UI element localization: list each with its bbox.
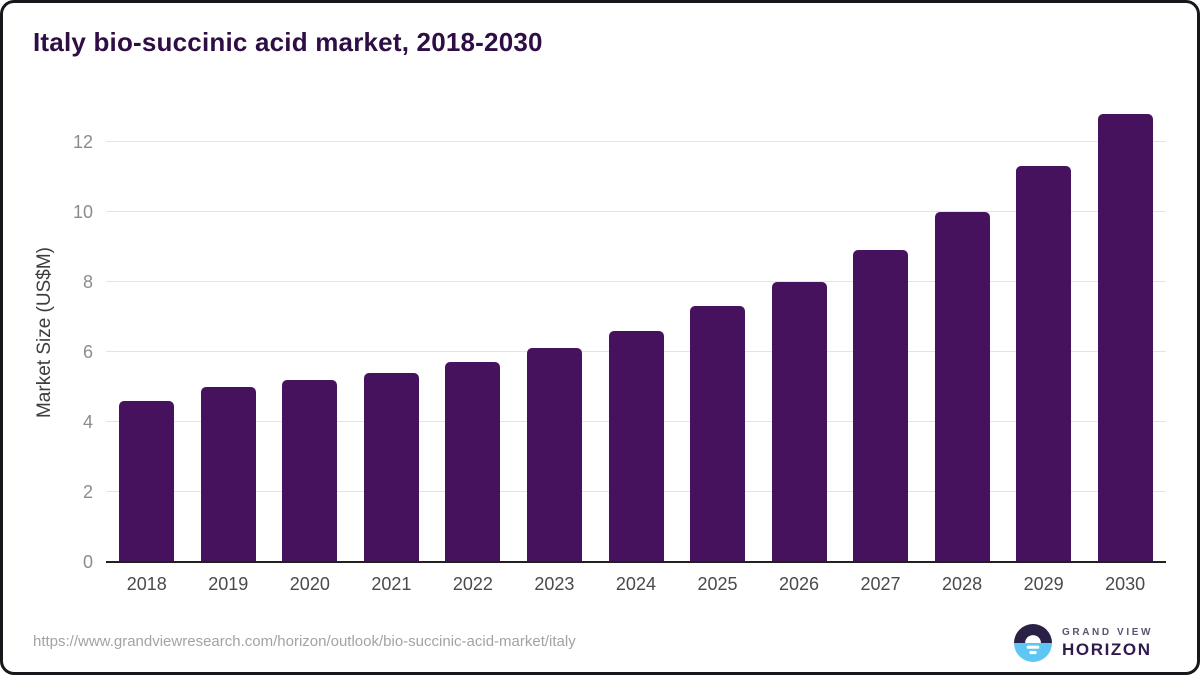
x-tick-label-2023: 2023 [534,574,575,594]
bar-2030[interactable] [1097,113,1153,562]
y-tick-label-2: 2 [82,481,93,502]
y-tick-label-10: 10 [72,201,93,222]
x-tick-label-2027: 2027 [860,574,901,594]
y-tick-label-8: 8 [82,271,93,292]
bar-2024[interactable] [608,330,664,562]
bar-2025[interactable] [690,306,746,562]
bar-2020[interactable] [282,379,338,562]
bar-2023[interactable] [526,348,582,562]
x-tick-label-2024: 2024 [615,574,656,594]
plot-area: 0 2 4 6 8 10 12 [73,103,1166,572]
y-tick-label-6: 6 [82,341,93,362]
logo-brand-top: GRAND VIEW [1062,626,1153,638]
grandview-horizon-logo: GRAND VIEW HORIZON [1014,624,1153,662]
y-tick-label-4: 4 [82,411,93,432]
x-axis-line [106,561,1166,563]
x-tick-label-2030: 2030 [1105,574,1146,594]
gridline-10 [106,210,1166,212]
bar-2029[interactable] [1016,166,1072,562]
bar-2018[interactable] [119,400,175,562]
bar-2028[interactable] [934,211,990,562]
x-tick-label-2021: 2021 [371,574,412,594]
chart-title: Italy bio-succinic acid market, 2018-203… [33,27,543,57]
x-tick-label-2026: 2026 [778,574,820,594]
gridline-12 [106,140,1166,142]
source-url: https://www.grandviewresearch.com/horizo… [33,633,576,650]
logo-brand-bottom: HORIZON [1062,639,1152,659]
x-tick-label-2019: 2019 [208,574,249,594]
x-tick-label-2018: 2018 [126,574,167,594]
bar-2019[interactable] [200,386,256,562]
x-tick-label-2029: 2029 [1023,574,1064,594]
x-tick-label-2022: 2022 [452,574,493,594]
x-tick-label-2020: 2020 [289,574,330,594]
y-tick-label-0: 0 [82,552,93,572]
bar-2021[interactable] [363,372,419,562]
gridline-8 [106,280,1166,282]
bar-2027[interactable] [853,250,909,562]
logo-mark-icon [1014,624,1052,662]
x-tick-label-2028: 2028 [942,574,983,594]
bar-2022[interactable] [445,362,501,562]
bar-2026[interactable] [771,281,827,562]
y-tick-label-12: 12 [72,131,93,152]
x-axis-tick-labels: 2018 2019 2020 2021 2022 2023 2024 2025 2026 2027… [106,574,1166,595]
x-tick-label-2025: 2025 [697,574,738,594]
